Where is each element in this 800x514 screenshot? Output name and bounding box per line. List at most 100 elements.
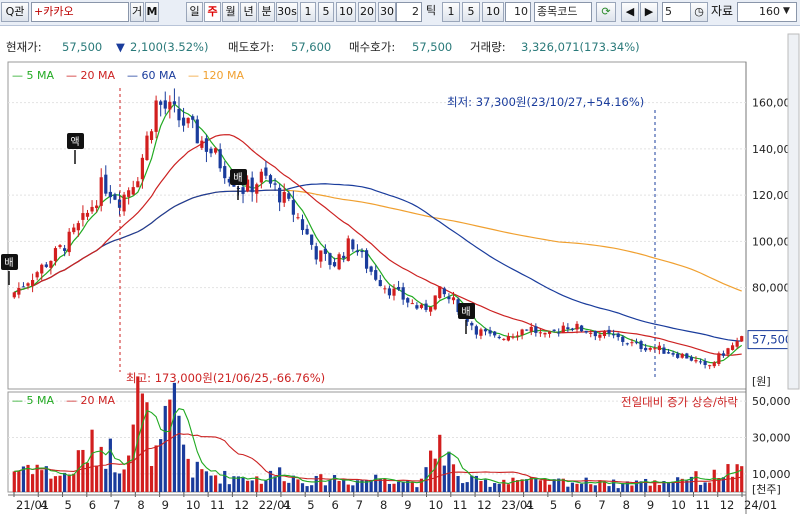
volume-bar (149, 466, 154, 492)
candle-body (584, 330, 588, 333)
volume-bar (538, 480, 543, 492)
tick-option-1[interactable]: 5 (462, 2, 480, 22)
ge-button[interactable]: 거 (130, 2, 144, 22)
tick-count-input[interactable]: 10 (505, 2, 531, 22)
event-marker-label: 배 (233, 172, 242, 184)
volume-value: 3,326,071(173.34%) (521, 40, 640, 54)
candle-body (735, 341, 739, 347)
candle-body (424, 303, 428, 310)
candle-body (621, 336, 625, 342)
candle-body (44, 264, 48, 267)
period-button-10[interactable]: 30 (378, 2, 396, 22)
stock-name-input[interactable]: +카카오 (31, 2, 129, 22)
candle-body (538, 332, 543, 334)
search-button[interactable]: Q관 (1, 2, 29, 22)
period-button-9[interactable]: 20 (358, 2, 376, 22)
prev-icon[interactable]: ◀ (621, 2, 639, 22)
period-button-0[interactable]: 일 (186, 2, 203, 22)
candle-body (483, 329, 488, 332)
candle-body (497, 336, 501, 339)
volume-bar (520, 479, 524, 492)
period-button-2[interactable]: 월 (222, 2, 239, 22)
volume-bar (401, 481, 405, 492)
candle-body (90, 206, 94, 212)
price-ma-line-5 (14, 103, 743, 364)
count-input[interactable]: 2 (396, 2, 422, 22)
volume-bar (17, 470, 21, 492)
tick-option-2[interactable]: 10 (482, 2, 504, 22)
candle-body (259, 171, 263, 183)
candle-body (525, 329, 529, 331)
candle-body (255, 184, 259, 194)
candle-body (369, 266, 373, 272)
candle-body (447, 296, 451, 300)
period-button-6[interactable]: 1 (300, 2, 316, 22)
volume-bar (122, 469, 126, 492)
next-icon[interactable]: ▶ (640, 2, 658, 22)
volume-bar (374, 474, 378, 492)
chevron-down-icon[interactable]: ▼ (783, 6, 790, 16)
candle-body (30, 279, 35, 286)
data-count-select[interactable]: 160 (737, 2, 797, 22)
period-button-7[interactable]: 5 (318, 2, 334, 22)
candle-body (644, 347, 648, 351)
candle-body (200, 140, 204, 148)
candle-body (95, 205, 99, 209)
period-button-3[interactable]: 년 (240, 2, 257, 22)
candle-body (575, 323, 579, 330)
m-button[interactable]: M (145, 2, 159, 22)
volume-bar (584, 477, 588, 492)
volume-bar (474, 475, 478, 492)
tick-option-0[interactable]: 1 (442, 2, 460, 22)
volume-bar (328, 479, 332, 492)
volume-bar (232, 476, 236, 492)
price-unit-label: [원] (752, 375, 771, 388)
period-button-5[interactable]: 30s (276, 2, 298, 22)
volume-bar (543, 478, 547, 492)
refresh-icon[interactable]: ⟳ (596, 2, 616, 22)
price-change: 2,100(3.52%) (130, 40, 209, 54)
volume-bar (67, 474, 71, 492)
volume-bar (442, 465, 446, 492)
volume-bar (209, 475, 213, 492)
candle-body (35, 272, 39, 278)
candle-body (712, 362, 716, 367)
volume-bar (273, 476, 277, 492)
volume-bar (506, 484, 510, 492)
x-tick-label: 10 (429, 498, 444, 512)
clock-icon[interactable]: ◷ (690, 2, 708, 22)
volume-bar (49, 478, 53, 492)
candle-body (264, 167, 268, 176)
event-marker-box (1, 254, 18, 270)
volume-bar (602, 481, 607, 492)
volume-bar (589, 484, 593, 492)
candle-body (520, 329, 524, 335)
candle-body (694, 360, 698, 362)
volume-bar (300, 483, 305, 492)
volume-bar (511, 477, 515, 492)
volume-bar (53, 476, 58, 492)
volume-tick-label: 50,000 (752, 395, 791, 408)
down-arrow-icon: ▼ (116, 40, 125, 54)
period-button-4[interactable]: 분 (258, 2, 275, 22)
period-button-1[interactable]: 주 (204, 2, 221, 22)
candle-body (351, 239, 355, 250)
x-tick-label: 6 (574, 498, 581, 512)
volume-bar (35, 464, 39, 492)
volume-bar (676, 477, 680, 492)
volume-bar (291, 475, 295, 492)
volume-bar (310, 485, 314, 492)
volume-bar (740, 466, 744, 492)
volume-bar (653, 480, 657, 492)
candle-body (360, 251, 364, 253)
candle-body (319, 250, 323, 262)
volume-bar (204, 471, 209, 492)
volume-bar (657, 484, 661, 492)
candle-body (58, 245, 62, 248)
stock-code-input[interactable]: 종목코드 (534, 2, 592, 22)
price-tick-label: 80,000 (752, 282, 791, 295)
candle-body (140, 157, 144, 180)
period-button-8[interactable]: 10 (336, 2, 356, 22)
candle-body (172, 101, 177, 105)
